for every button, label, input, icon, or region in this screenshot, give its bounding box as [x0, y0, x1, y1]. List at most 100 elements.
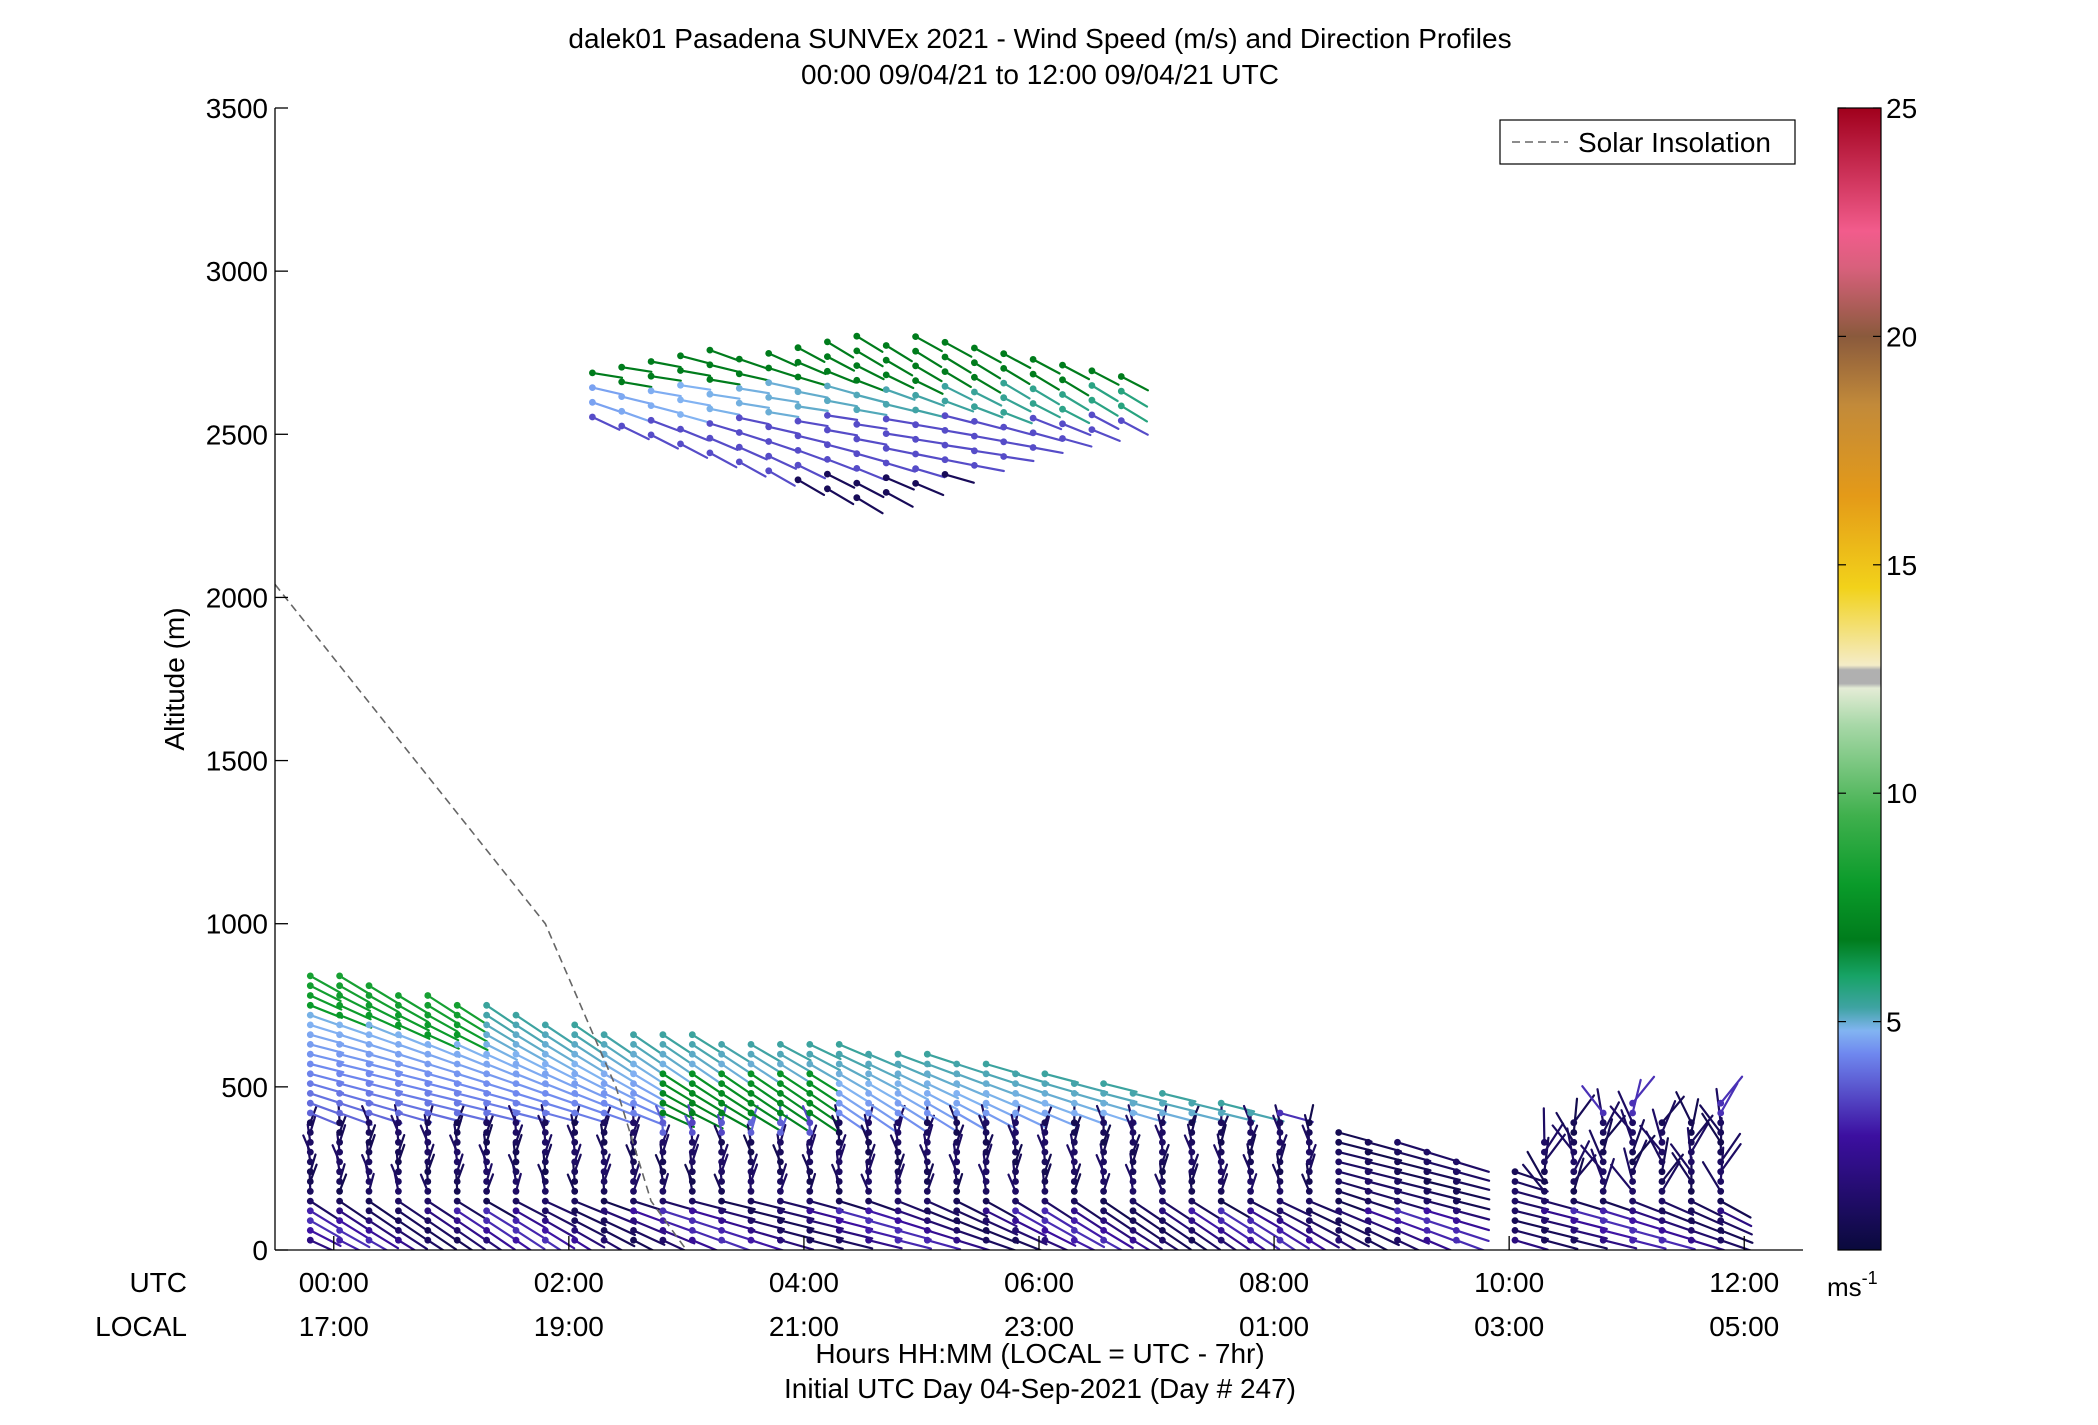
wind-barb-dot: [1658, 1138, 1666, 1146]
wind-barb-dot: [835, 1236, 843, 1244]
wind-barb-dot: [395, 1138, 402, 1146]
wind-barb: [1090, 399, 1119, 417]
wind-barb: [620, 380, 653, 388]
wind-barb-dot: [1217, 1207, 1225, 1215]
wind-barb: [1161, 1219, 1192, 1241]
wind-barb-dot: [336, 1099, 343, 1107]
wind-barb-dot: [1541, 1207, 1548, 1215]
wind-barb-dot: [630, 1207, 637, 1215]
wind-barb: [1617, 1090, 1634, 1124]
wind-barb-dot: [971, 447, 978, 455]
wind-barb-dot: [1041, 1129, 1049, 1136]
wind-barb-dot: [365, 1031, 373, 1039]
wind-barb-dot: [1394, 1187, 1401, 1195]
wind-barb-dot: [395, 1021, 402, 1029]
wind-barb: [367, 984, 400, 1005]
wind-barb-dot: [1188, 1236, 1196, 1244]
wind-barb-dot: [483, 1031, 490, 1039]
wind-barb: [943, 473, 975, 484]
wind-barb: [1366, 1219, 1401, 1235]
wind-barb-dot: [365, 1041, 373, 1048]
wind-barb-dot: [483, 1109, 490, 1117]
wind-barb: [1580, 1144, 1605, 1173]
wind-barb-dot: [982, 1236, 990, 1244]
wind-barb-dot: [1188, 1158, 1196, 1166]
wind-barb-dot: [630, 1090, 637, 1097]
wind-barb: [855, 496, 884, 515]
wind-barb-dot: [1188, 1099, 1196, 1107]
wind-barb-dot: [865, 1158, 872, 1166]
wind-barb-dot: [395, 1207, 402, 1215]
wind-barb-dot: [1599, 1129, 1607, 1136]
wind-barb-dot: [706, 434, 714, 442]
wind-barb: [1572, 1140, 1591, 1173]
wind-barb-dot: [512, 1158, 520, 1166]
wind-barb-dot: [777, 1050, 784, 1058]
wind-barb-dot: [735, 429, 743, 436]
wind-barb-dot: [835, 1109, 843, 1117]
wind-barb: [973, 435, 1006, 443]
wind-barb-dot: [865, 1168, 872, 1176]
wind-barb: [1102, 1239, 1124, 1250]
wind-barb-dot: [424, 1207, 432, 1215]
wind-barb-dot: [659, 1227, 667, 1234]
wind-barb-dot: [953, 1090, 961, 1097]
wind-barb: [1073, 1199, 1104, 1222]
wind-barb: [796, 434, 829, 444]
wind-barb: [632, 1092, 665, 1110]
wind-barb-dot: [1070, 1207, 1078, 1215]
wind-barb: [767, 469, 796, 487]
wind-barb-dot: [853, 376, 861, 384]
wind-barb-dot: [1335, 1197, 1343, 1205]
wind-barb: [1249, 1209, 1282, 1230]
wind-barb-dot: [541, 1197, 549, 1205]
wind-barb-dot: [453, 1099, 461, 1107]
wind-barb-dot: [688, 1168, 696, 1176]
wind-barb-dot: [1629, 1187, 1636, 1195]
wind-barb-dot: [835, 1099, 843, 1107]
wind-barb-dot: [894, 1207, 902, 1215]
wind-barb-dot: [1452, 1168, 1460, 1176]
wind-barb-dot: [336, 992, 343, 999]
wind-barb-dot: [806, 1070, 814, 1078]
wind-barb-dot: [1629, 1178, 1636, 1185]
wind-barb: [397, 1013, 430, 1032]
wind-barb-dot: [1159, 1099, 1166, 1107]
wind-barb-dot: [571, 1197, 579, 1205]
wind-barb: [1455, 1160, 1490, 1173]
wind-barb: [984, 1111, 1018, 1130]
x-tick-label-local: 23:00: [1004, 1311, 1074, 1342]
wind-barb: [867, 1111, 898, 1134]
wind-barb-dot: [512, 1041, 520, 1048]
wind-barb: [679, 354, 711, 365]
wind-barb-dot: [853, 420, 861, 428]
wind-barb-dot: [659, 1129, 667, 1136]
wind-barb: [720, 1111, 753, 1131]
wind-barb-dot: [512, 1168, 520, 1176]
wind-barb-dot: [982, 1227, 990, 1234]
wind-barb: [1249, 1219, 1281, 1240]
wind-barb-dot: [1012, 1227, 1019, 1234]
wind-barb-dot: [1599, 1148, 1607, 1156]
wind-barb-dot: [806, 1227, 814, 1234]
wind-barb-dot: [1000, 409, 1008, 416]
wind-barb-dot: [453, 1080, 461, 1087]
wind-barb-dot: [1129, 1236, 1137, 1244]
wind-barb-dot: [395, 1041, 402, 1048]
wind-barb-dot: [424, 1178, 432, 1185]
wind-barb-dot: [365, 1119, 373, 1127]
wind-barb: [984, 1209, 1018, 1228]
wind-barb-dot: [718, 1178, 725, 1185]
wind-barb: [808, 1111, 840, 1134]
wind-barb-dot: [894, 1090, 902, 1097]
wind-barb: [1396, 1180, 1432, 1191]
wind-barb-dot: [982, 1060, 990, 1068]
wind-barb-dot: [630, 1060, 637, 1068]
wind-barb-dot: [1029, 400, 1037, 407]
wind-barb: [1014, 1199, 1046, 1220]
wind-barb-dot: [571, 1178, 579, 1185]
wind-barb-dot: [1687, 1148, 1695, 1156]
wind-barb: [943, 370, 972, 388]
wind-barb-dot: [1159, 1227, 1166, 1234]
wind-barb: [1631, 1239, 1667, 1250]
